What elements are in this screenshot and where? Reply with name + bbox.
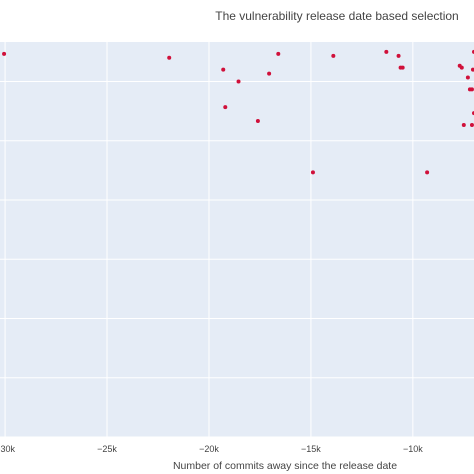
x-tick-label: −15k	[301, 444, 321, 454]
data-point[interactable]	[396, 53, 401, 58]
x-axis-label: Number of commits away since the release…	[172, 460, 398, 472]
data-point[interactable]	[223, 105, 228, 110]
x-gridlines	[4, 42, 414, 437]
data-point[interactable]	[459, 65, 464, 70]
data-point[interactable]	[470, 67, 474, 72]
data-point[interactable]	[221, 67, 226, 72]
data-point[interactable]	[384, 49, 389, 54]
data-point[interactable]	[465, 75, 470, 80]
data-point[interactable]	[331, 53, 336, 58]
plot-area	[0, 42, 474, 437]
data-point[interactable]	[236, 79, 241, 84]
data-point[interactable]	[461, 122, 466, 127]
data-point[interactable]	[469, 122, 474, 127]
data-point[interactable]	[167, 55, 172, 60]
data-point[interactable]	[267, 71, 272, 76]
data-point[interactable]	[276, 51, 281, 56]
data-point[interactable]	[2, 51, 7, 56]
x-tick-label: −25k	[97, 444, 117, 454]
data-point[interactable]	[310, 170, 315, 175]
data-point[interactable]	[467, 87, 472, 92]
chart-title: The vulnerability release date based sel…	[215, 9, 459, 23]
x-tick-label: −30k	[0, 444, 15, 454]
data-point[interactable]	[400, 65, 405, 70]
y-gridlines	[0, 81, 474, 438]
data-point[interactable]	[425, 170, 430, 175]
x-tick-labels: −30k −25k −20k −15k −10k	[0, 444, 423, 454]
x-tick-label: −20k	[199, 444, 219, 454]
data-points	[2, 49, 474, 175]
data-point[interactable]	[255, 119, 260, 123]
x-tick-label: −10k	[403, 444, 423, 454]
